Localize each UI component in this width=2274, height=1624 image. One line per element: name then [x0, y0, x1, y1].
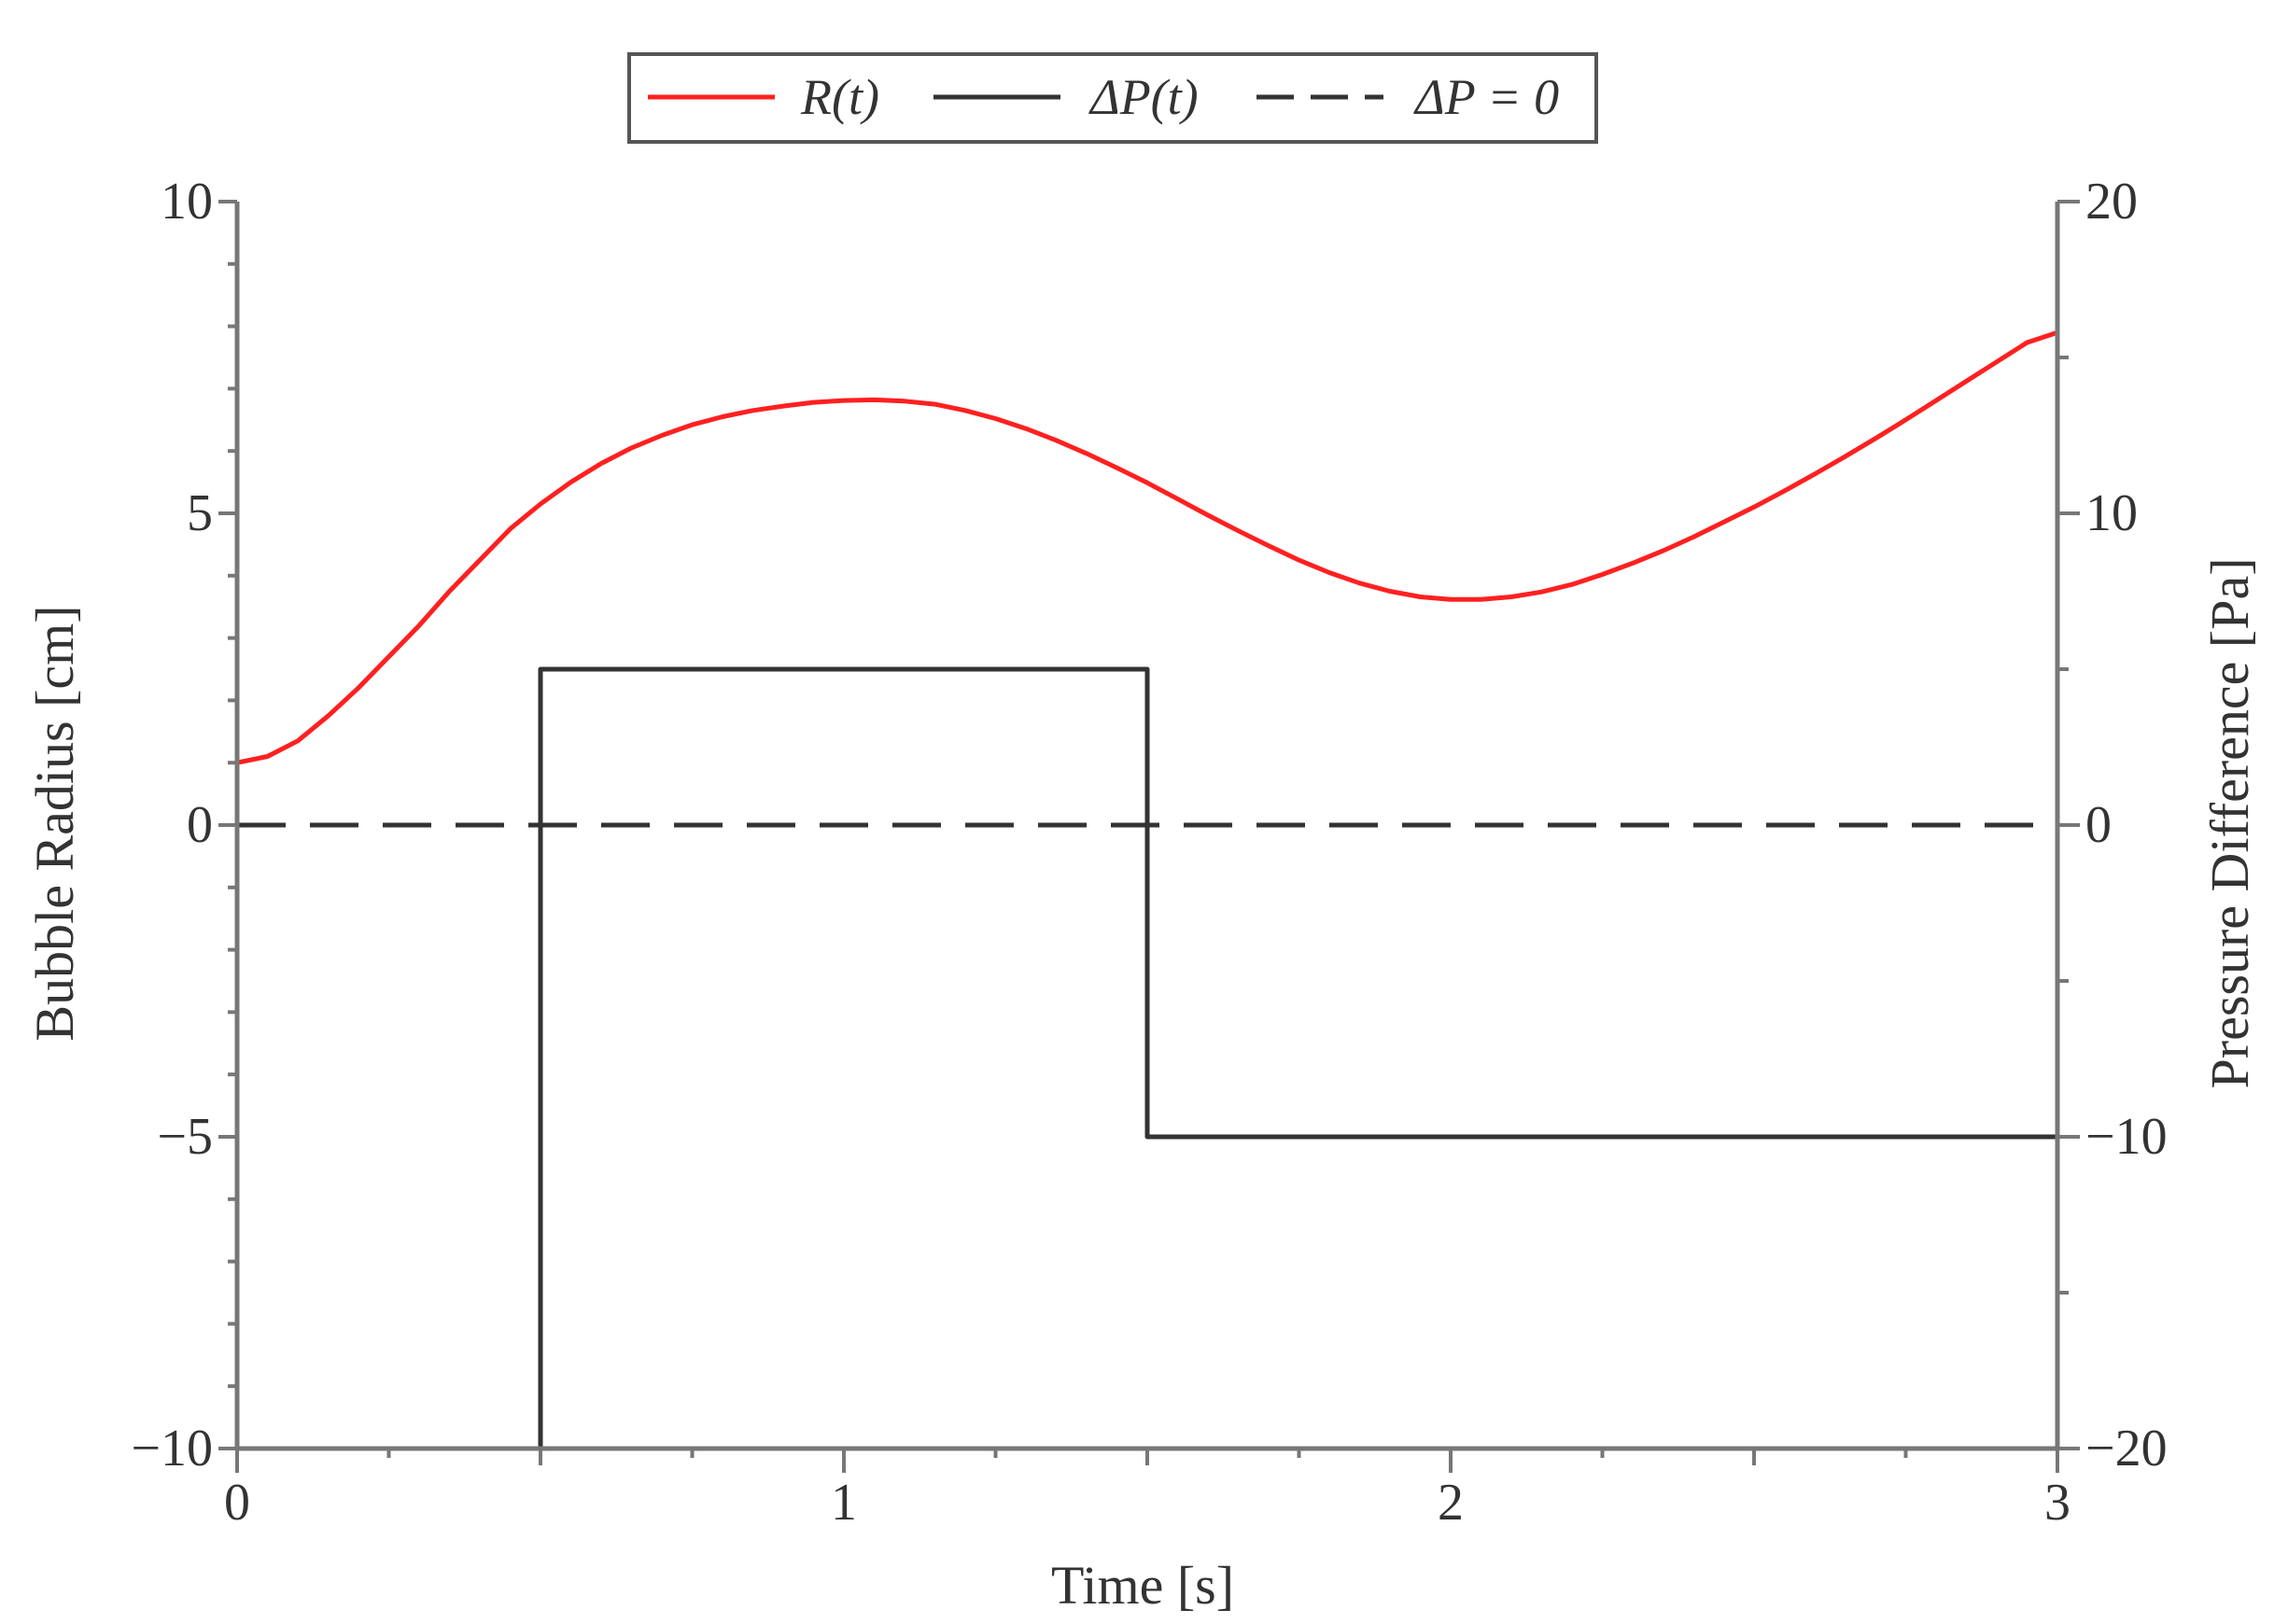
x-tick-label: 1: [831, 1474, 857, 1532]
y-axis-right-title: Pressure Difference [Pa]: [2199, 557, 2260, 1088]
x-axis-title: Time [s]: [1051, 1555, 1234, 1616]
legend: R(t) ΔP(t) ΔP = 0: [627, 52, 1598, 144]
series-r-line: [236, 329, 2058, 765]
y-axis-left-title: Bubble Radius [cm]: [24, 605, 85, 1041]
y-right-tick-label: 20: [2085, 173, 2138, 231]
y-left-tick-label: 0: [187, 796, 213, 854]
y-right-tick-label: −20: [2085, 1420, 2168, 1477]
y-right-tick-label: 0: [2085, 796, 2112, 854]
y-left-tick-label: −10: [131, 1420, 213, 1477]
y-left-tick-label: −5: [157, 1108, 213, 1166]
y-left-tick-label: 5: [187, 484, 213, 542]
series-dp-line: [237, 666, 2057, 1451]
legend-label-dp0: ΔP = 0: [1413, 69, 1559, 125]
y-right-tick-label: 10: [2085, 484, 2138, 542]
x-tick-label: 0: [224, 1474, 250, 1532]
y-right-tick-label: −10: [2085, 1108, 2168, 1166]
legend-label-r: R(t): [800, 69, 879, 125]
x-tick-label: 3: [2044, 1474, 2070, 1532]
x-tick-label: 2: [1438, 1474, 1464, 1532]
plot-area: [236, 329, 2058, 1451]
y-left-tick-label: 10: [161, 173, 213, 231]
legend-box: [627, 52, 1598, 144]
legend-label-dp: ΔP(t): [1088, 69, 1199, 125]
